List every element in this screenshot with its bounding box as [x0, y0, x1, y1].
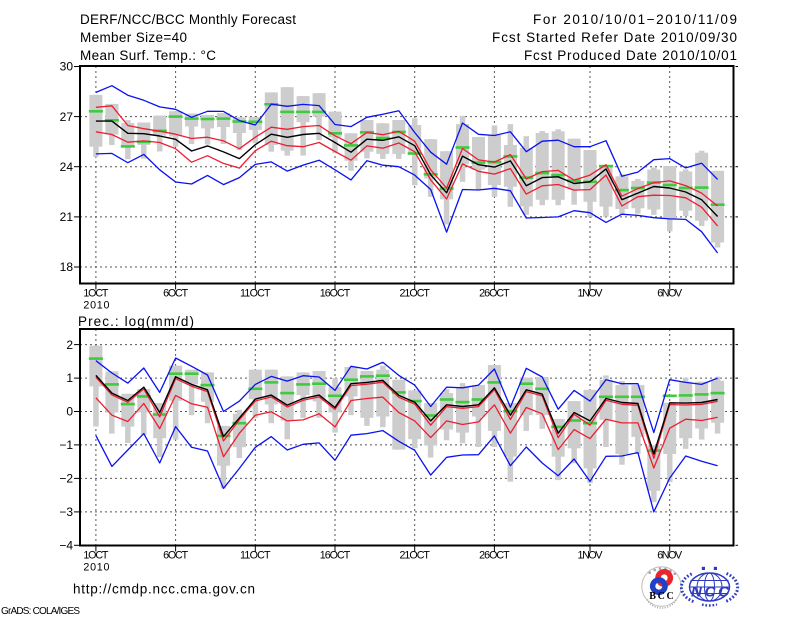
- svg-text:GrADS: COLA/IGES: GrADS: COLA/IGES: [1, 606, 80, 617]
- svg-text:−2: −2: [59, 472, 73, 486]
- svg-text:Mean Surf. Temp.: °C: Mean Surf. Temp.: °C: [80, 48, 216, 63]
- svg-text:6NOV: 6NOV: [657, 288, 683, 300]
- svg-text:24: 24: [60, 160, 74, 174]
- svg-text:16OCT: 16OCT: [320, 550, 351, 562]
- svg-text:NCC: NCC: [691, 584, 730, 601]
- svg-text:Fcst Started Refer Date 2010/0: Fcst Started Refer Date 2010/09/30: [492, 30, 737, 45]
- svg-text:For 2010/10/01−2010/11/09: For 2010/10/01−2010/11/09: [533, 12, 737, 27]
- svg-text:6OCT: 6OCT: [163, 550, 188, 562]
- svg-text:DERF/NCC/BCC Monthly Forecast: DERF/NCC/BCC Monthly Forecast: [80, 12, 296, 27]
- svg-text:http://cmdp.ncc.cma.gov.cn: http://cmdp.ncc.cma.gov.cn: [73, 582, 255, 597]
- svg-text:26OCT: 26OCT: [479, 550, 510, 562]
- svg-text:−4: −4: [59, 539, 73, 553]
- svg-text:BCC: BCC: [649, 591, 674, 602]
- svg-text:21: 21: [60, 210, 74, 224]
- svg-text:6OCT: 6OCT: [163, 288, 188, 300]
- svg-text:21OCT: 21OCT: [399, 288, 430, 300]
- svg-text:6NOV: 6NOV: [657, 550, 683, 562]
- svg-text:1OCT: 1OCT: [83, 550, 108, 562]
- svg-text:16OCT: 16OCT: [320, 288, 351, 300]
- svg-text:11OCT: 11OCT: [240, 288, 271, 300]
- svg-text:11OCT: 11OCT: [240, 550, 271, 562]
- svg-text:Member Size=40: Member Size=40: [80, 30, 187, 45]
- svg-text:30: 30: [60, 60, 74, 74]
- svg-text:18: 18: [60, 260, 74, 274]
- svg-text:2010: 2010: [83, 562, 109, 574]
- svg-text:2: 2: [66, 338, 73, 352]
- svg-text:26OCT: 26OCT: [479, 288, 510, 300]
- svg-text:27: 27: [60, 110, 74, 124]
- svg-text:−1: −1: [59, 438, 73, 452]
- svg-text:−3: −3: [59, 505, 73, 519]
- svg-text:1: 1: [66, 371, 73, 385]
- svg-text:1NOV: 1NOV: [578, 550, 604, 562]
- svg-text:0: 0: [66, 405, 73, 419]
- svg-text:1OCT: 1OCT: [83, 288, 108, 300]
- svg-text:21OCT: 21OCT: [399, 550, 430, 562]
- svg-text:2010: 2010: [83, 300, 109, 312]
- svg-text:Prec.: log(mm/d): Prec.: log(mm/d): [78, 314, 194, 329]
- svg-text:Fcst Produced Date 2010/10/01: Fcst Produced Date 2010/10/01: [524, 48, 737, 63]
- svg-text:1NOV: 1NOV: [578, 288, 604, 300]
